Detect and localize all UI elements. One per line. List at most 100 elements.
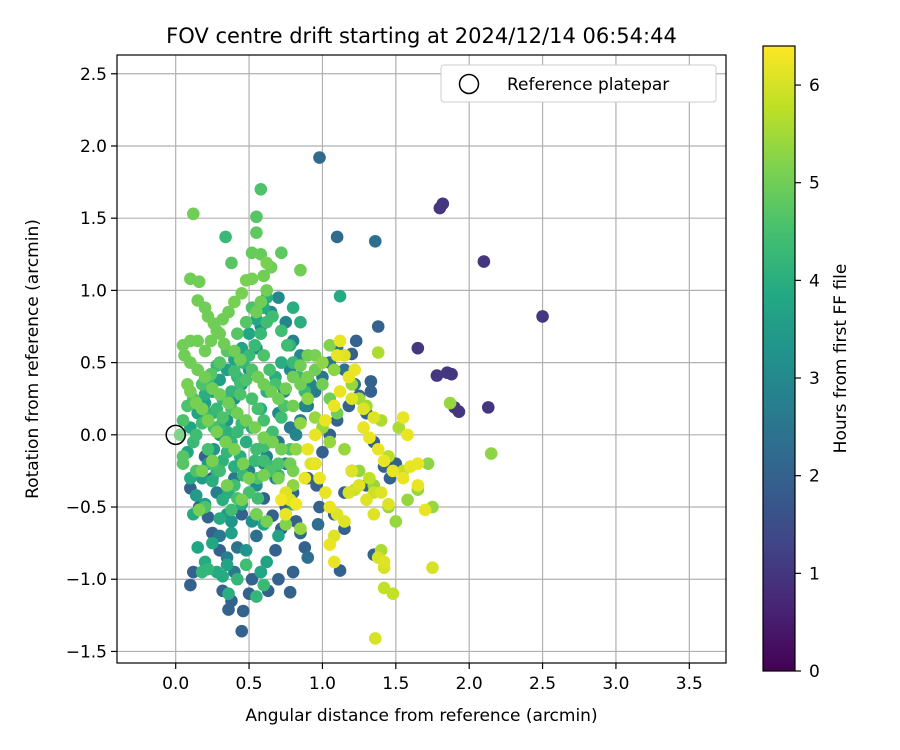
data-point — [219, 230, 232, 244]
data-point — [272, 572, 285, 586]
data-point — [250, 226, 263, 239]
data-point — [260, 256, 273, 270]
data-point — [206, 536, 219, 550]
data-point — [363, 471, 376, 485]
data-point — [327, 555, 341, 569]
data-point — [220, 479, 234, 492]
data-point — [313, 471, 326, 485]
data-point — [192, 503, 206, 517]
data-point — [198, 370, 212, 384]
data-point — [389, 515, 403, 528]
data-point — [176, 450, 190, 463]
data-point — [235, 286, 249, 300]
data-point — [275, 356, 288, 369]
data-point — [308, 411, 322, 424]
colorbar-tick-label: 4 — [809, 271, 820, 291]
colorbar-gradient — [762, 45, 796, 672]
data-point — [272, 457, 285, 471]
data-point — [308, 428, 322, 442]
data-point — [173, 428, 187, 442]
data-point — [235, 624, 249, 638]
data-point — [477, 255, 491, 268]
data-point — [333, 334, 347, 348]
colorbar-ticks: 0 1 2 3 4 5 6 — [795, 76, 820, 682]
x-tick-label: 2.5 — [529, 674, 556, 694]
colorbar-tick-label: 1 — [809, 564, 820, 584]
data-point — [239, 544, 253, 557]
data-point — [222, 587, 235, 600]
data-point — [206, 474, 219, 488]
legend: Reference platepar — [440, 64, 717, 103]
data-point — [436, 197, 450, 211]
data-point — [233, 388, 247, 401]
data-point — [245, 392, 259, 406]
colorbar-tick-label: 0 — [809, 662, 820, 682]
data-point — [421, 457, 435, 471]
colorbar-label: Hours from first FF file — [831, 264, 851, 454]
data-point — [257, 414, 271, 427]
data-point — [333, 385, 347, 398]
data-point — [294, 416, 307, 430]
data-point — [363, 431, 376, 445]
y-tick-label: −1.0 — [66, 570, 107, 590]
data-point — [286, 565, 300, 579]
data-point — [382, 497, 395, 511]
data-point — [254, 183, 268, 196]
data-point — [222, 603, 235, 616]
data-point — [213, 512, 227, 525]
data-point — [352, 479, 366, 492]
data-point — [275, 324, 288, 338]
y-tick-label: −0.5 — [66, 498, 107, 518]
data-point — [374, 486, 388, 499]
data-point — [257, 349, 271, 362]
data-point — [301, 370, 315, 384]
data-point — [251, 402, 265, 416]
data-point — [187, 565, 200, 579]
data-point — [213, 388, 227, 401]
data-point — [257, 578, 271, 592]
data-point — [338, 442, 351, 456]
data-point — [294, 359, 307, 372]
x-tick-label: 0.5 — [236, 674, 263, 694]
data-point — [367, 411, 381, 424]
data-point — [294, 263, 307, 277]
data-point — [371, 442, 385, 456]
data-point — [348, 363, 362, 377]
data-point — [377, 581, 391, 595]
data-point — [201, 510, 215, 524]
data-point — [201, 442, 215, 456]
data-point — [242, 327, 256, 341]
data-point — [225, 526, 238, 540]
data-point — [357, 402, 370, 416]
data-point — [263, 363, 276, 377]
data-point — [239, 435, 253, 449]
data-point — [248, 454, 262, 468]
data-point — [217, 337, 231, 351]
data-point — [411, 341, 425, 355]
data-point — [236, 604, 250, 618]
data-point — [254, 565, 268, 579]
data-point — [484, 447, 498, 460]
data-point — [213, 356, 227, 369]
x-tick-label: 3.0 — [602, 674, 629, 694]
data-point — [250, 590, 263, 603]
data-point — [481, 401, 495, 414]
x-axis-label: Angular distance from reference (arcmin) — [245, 706, 597, 726]
data-point — [184, 578, 197, 592]
data-point — [254, 295, 268, 309]
legend-entry-reference-platepar: Reference platepar — [507, 75, 669, 95]
data-point — [411, 479, 425, 492]
data-point — [364, 375, 378, 388]
data-point — [311, 518, 325, 531]
data-point — [176, 338, 190, 352]
data-point — [216, 411, 229, 424]
x-ticks: 0.0 0.5 1.0 1.5 2.0 2.5 3.0 3.5 — [162, 663, 703, 694]
data-point — [176, 414, 190, 427]
data-point — [275, 493, 288, 507]
data-point — [323, 538, 337, 551]
data-point — [195, 464, 209, 478]
data-point — [323, 338, 337, 352]
data-point — [239, 558, 253, 572]
data-point — [250, 210, 263, 224]
data-point — [257, 269, 271, 283]
